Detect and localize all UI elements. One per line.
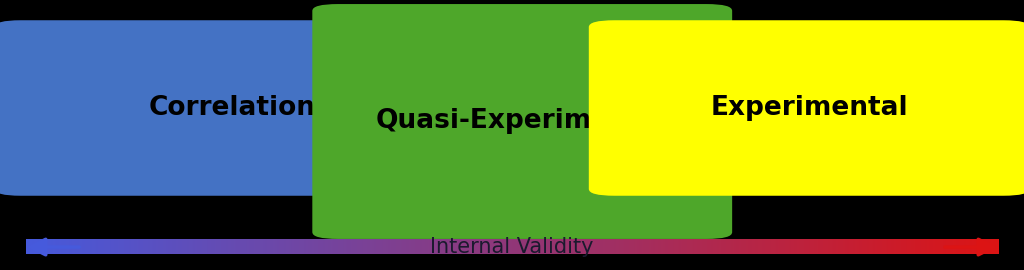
FancyBboxPatch shape bbox=[312, 4, 732, 239]
Text: Internal Validity: Internal Validity bbox=[430, 237, 594, 257]
FancyBboxPatch shape bbox=[0, 20, 497, 196]
FancyBboxPatch shape bbox=[589, 20, 1024, 196]
Text: Correlational: Correlational bbox=[148, 95, 343, 121]
Text: Quasi-Experimental: Quasi-Experimental bbox=[376, 109, 669, 134]
Text: Experimental: Experimental bbox=[711, 95, 907, 121]
